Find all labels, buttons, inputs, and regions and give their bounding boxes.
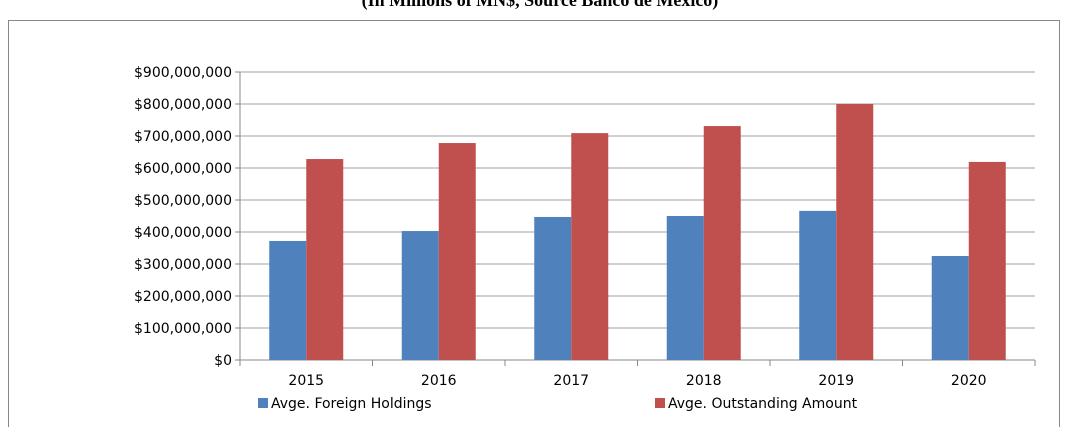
x-tick-label: 2018 [686, 373, 722, 389]
chart-title: (In Millions of MN$, Source Banco de Mex… [362, 0, 719, 11]
bar [799, 210, 837, 360]
bar [703, 126, 741, 360]
y-tick-label: $100,000,000 [134, 321, 232, 337]
y-tick-label: $600,000,000 [134, 161, 232, 177]
x-tick-label: 2017 [553, 373, 589, 389]
bar [269, 240, 307, 360]
bar [401, 231, 439, 360]
y-tick-label: $700,000,000 [134, 129, 232, 145]
legend-label: Avge. Outstanding Amount [668, 396, 858, 412]
legend-swatch [258, 398, 268, 408]
y-tick-label: $400,000,000 [134, 225, 232, 241]
bar [534, 216, 572, 360]
y-tick-label: $0 [214, 353, 232, 369]
x-tick-label: 2019 [818, 373, 854, 389]
bar [666, 216, 704, 360]
legend-swatch [655, 398, 665, 408]
legend-label: Avge. Foreign Holdings [271, 396, 432, 412]
bar [931, 256, 969, 360]
bar [306, 159, 344, 360]
bar [968, 161, 1006, 360]
y-tick-label: $500,000,000 [134, 193, 232, 209]
y-tick-label: $300,000,000 [134, 257, 232, 273]
bar [571, 133, 609, 360]
bar [438, 143, 476, 360]
y-tick-label: $900,000,000 [134, 65, 232, 81]
x-tick-label: 2015 [288, 373, 324, 389]
y-tick-label: $800,000,000 [134, 97, 232, 113]
chart-frame [8, 20, 1060, 427]
y-tick-label: $200,000,000 [134, 289, 232, 305]
x-tick-label: 2016 [421, 373, 457, 389]
bar [836, 104, 874, 360]
x-tick-label: 2020 [951, 373, 987, 389]
